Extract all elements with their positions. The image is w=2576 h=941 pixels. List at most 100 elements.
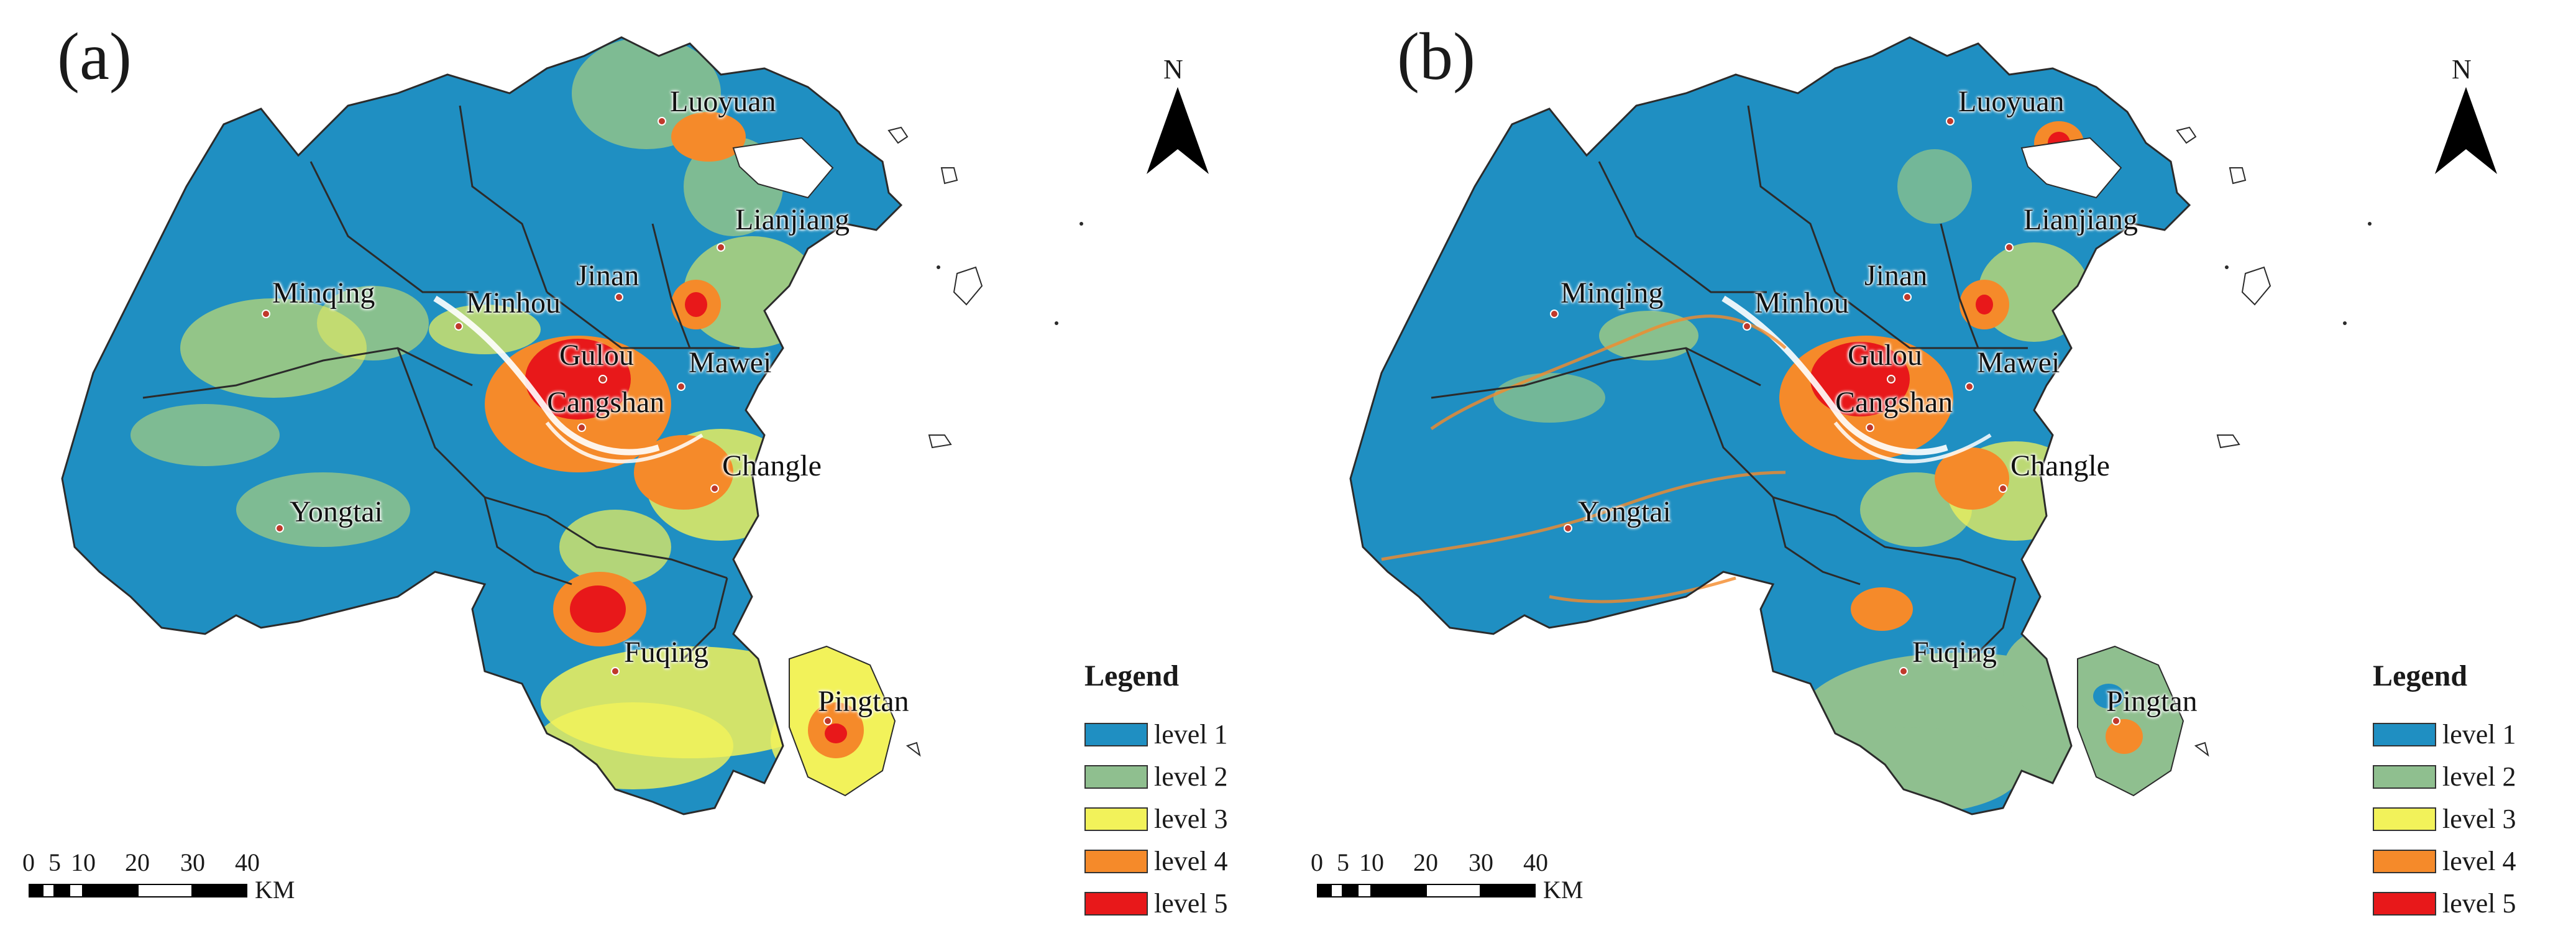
north-arrow-icon <box>2435 87 2497 174</box>
scale-tick-5: 5 <box>48 848 61 876</box>
city-label-changle: Changle <box>2010 449 2110 482</box>
legend-swatch <box>1084 723 1148 746</box>
city-dot <box>1965 382 1974 391</box>
city-dot <box>577 423 586 432</box>
legend-label: level 2 <box>1154 761 1228 792</box>
city-label-yongtai: Yongtai <box>290 495 383 528</box>
scale-segment <box>137 884 193 897</box>
legend-label: level 1 <box>1154 719 1228 750</box>
city-dot <box>1999 484 2007 493</box>
legend-swatch <box>2373 892 2436 916</box>
city-label-lianjiang: Lianjiang <box>2024 203 2138 236</box>
map-panel-a: (a) Luoyuan Lianjiang Minqing Minhou Jin… <box>22 20 1283 925</box>
legend-swatch <box>1084 892 1148 916</box>
legend-label: level 4 <box>1154 846 1228 876</box>
legend-swatch <box>2373 723 2436 746</box>
city-label-minhou: Minhou <box>1754 287 1849 319</box>
city-dot <box>1946 117 1955 126</box>
scale-segment <box>69 884 83 897</box>
map-canvas <box>1349 36 2372 815</box>
city-label-minqing: Minqing <box>272 277 375 310</box>
city-dot <box>823 717 832 725</box>
city-dot <box>1866 423 1874 432</box>
scale-segment <box>1343 884 1357 897</box>
city-label-pingtan: Pingtan <box>818 685 909 718</box>
scale-tick-0: 0 <box>1311 848 1323 876</box>
study-area-outline <box>61 36 903 815</box>
legend-swatch <box>1084 807 1148 831</box>
legend-item-level-5: level 5 <box>1084 883 1283 925</box>
panel-label: (a) <box>57 20 132 94</box>
city-dot <box>2112 717 2120 725</box>
scale-segment <box>1372 884 1426 897</box>
legend-item-level-1: level 1 <box>2373 714 2572 756</box>
road-corridors <box>1381 314 1787 604</box>
legend-title: Legend <box>2373 659 2468 692</box>
district-boundaries <box>142 105 740 660</box>
offshore-islets <box>2176 126 2271 757</box>
scale-segment <box>1426 884 1481 897</box>
city-label-pingtan: Pingtan <box>2106 685 2198 718</box>
city-dot <box>677 382 685 391</box>
study-area-outline <box>1349 36 2191 815</box>
city-label-lianjiang: Lianjiang <box>735 203 850 236</box>
city-label-jinan: Jinan <box>576 259 639 292</box>
legend-swatch <box>2373 807 2436 831</box>
scale-tick-10: 10 <box>71 848 96 876</box>
map-panel-b: (b) Luoyuan Lianjiang Minqing Minhou Jin… <box>1288 0 2576 941</box>
city-dot <box>611 667 620 676</box>
city-dot <box>1887 375 1895 383</box>
legend: Legend level 1 level 2 level 3 level 4 l… <box>2373 661 2572 935</box>
legend-label: level 3 <box>1154 804 1228 834</box>
north-label: N <box>1163 54 1183 85</box>
city-label-fuqing: Fuqing <box>1912 636 1997 669</box>
city-label-gulou: Gulou <box>1848 339 1922 372</box>
scale-segment <box>1481 884 1536 897</box>
legend-item-level-5: level 5 <box>2373 883 2572 925</box>
scale-segment <box>55 884 69 897</box>
city-label-fuqing: Fuqing <box>624 636 709 669</box>
city-markers <box>1550 117 2120 725</box>
legend-item-level-1: level 1 <box>1084 714 1283 756</box>
scale-unit: KM <box>1543 876 1584 904</box>
north-label: N <box>2452 54 2472 85</box>
scale-tick-20: 20 <box>1413 848 1438 876</box>
legend-swatch <box>1084 850 1148 873</box>
scale-tick-5: 5 <box>1337 848 1349 876</box>
scale-segment <box>29 884 42 897</box>
scale-segment <box>1331 884 1343 897</box>
panel-label: (b) <box>1397 20 1475 94</box>
legend-item-level-3: level 3 <box>2373 798 2572 840</box>
scale-segment <box>193 884 247 897</box>
study-area-level-1 <box>62 37 901 814</box>
legend-item-level-4: level 4 <box>2373 840 2572 883</box>
legend-item-level-4: level 4 <box>1084 840 1283 883</box>
city-dot <box>262 310 270 318</box>
legend-label: level 2 <box>2442 761 2516 792</box>
city-label-cangshan: Cangshan <box>547 386 665 419</box>
city-label-changle: Changle <box>722 449 822 482</box>
scale-tick-0: 0 <box>22 848 35 876</box>
scale-segment <box>42 884 55 897</box>
legend-label: level 5 <box>2442 888 2516 919</box>
city-dot <box>2005 243 2014 252</box>
legend-item-level-2: level 2 <box>1084 756 1283 798</box>
legend-swatch <box>1084 765 1148 789</box>
city-label-mawei: Mawei <box>689 346 772 379</box>
city-dot <box>615 293 623 301</box>
offshore-islets <box>887 126 983 757</box>
city-dot <box>275 524 284 533</box>
legend-label: level 4 <box>2442 846 2516 876</box>
city-label-cangshan: Cangshan <box>1835 386 1953 419</box>
district-boundaries <box>1431 105 2028 660</box>
scale-tick-20: 20 <box>125 848 150 876</box>
map-canvas <box>61 36 1083 815</box>
city-dot <box>1899 667 1908 676</box>
city-label-minqing: Minqing <box>1561 277 1664 310</box>
city-label-gulou: Gulou <box>559 339 634 372</box>
city-markers <box>262 117 832 725</box>
legend-label: level 3 <box>2442 804 2516 834</box>
scale-segment <box>1317 884 1331 897</box>
city-dot <box>1564 524 1572 533</box>
legend-title: Legend <box>1084 659 1180 692</box>
